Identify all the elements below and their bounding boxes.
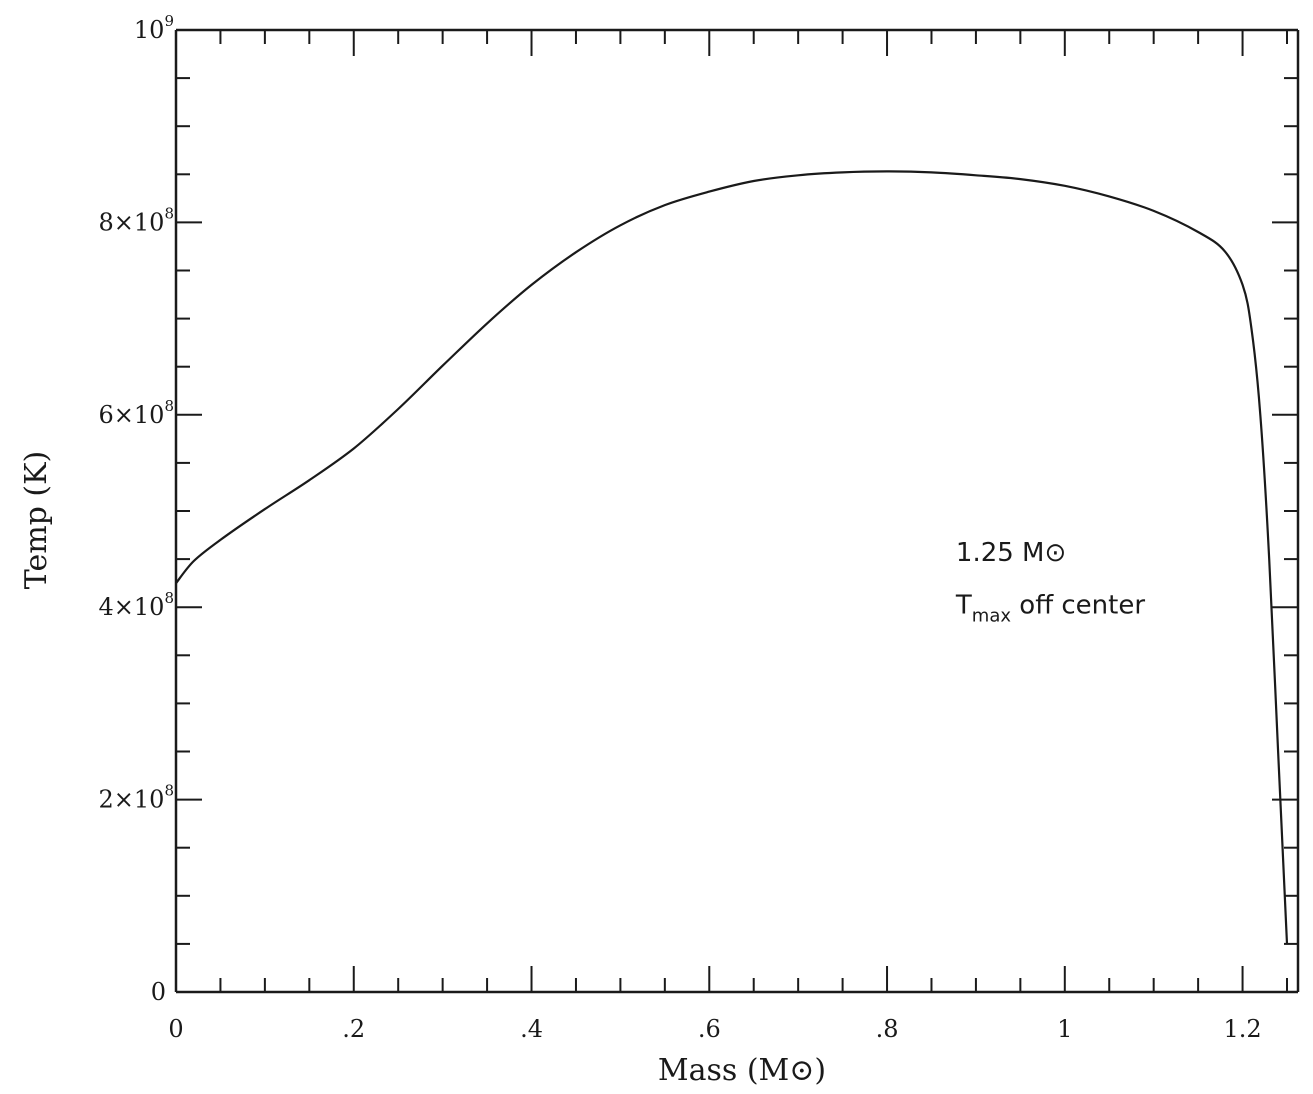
y-tick-exponent: 8	[164, 589, 174, 607]
y-tick-exponent: 8	[164, 397, 174, 415]
x-axis-ticks: 0 .2 .4 .6 .8 1 1.2	[168, 30, 1288, 1043]
x-tick-label: .4	[520, 1015, 543, 1043]
y-tick-label: 4×108	[99, 589, 174, 621]
y-tick-label: 6×108	[99, 397, 174, 429]
y-tick-exponent: 8	[164, 782, 174, 800]
x-tick-label: .8	[876, 1015, 899, 1043]
y-axis-title: Temp (K)	[19, 451, 54, 589]
annotation-subscript: max	[972, 606, 1012, 627]
y-tick-label: 0	[151, 978, 166, 1006]
x-tick-label: .6	[698, 1015, 721, 1043]
x-tick-label: 0	[168, 1015, 183, 1043]
x-tick-label: 1	[1057, 1015, 1072, 1043]
y-tick-label: 2×108	[99, 782, 174, 814]
annotations: 1.25 M⊙ Tmax off center	[955, 538, 1145, 627]
temperature-profile-line	[175, 170, 1289, 944]
y-tick-label: 8×108	[99, 204, 174, 236]
annotation-text: Tmax off center	[955, 591, 1145, 627]
annotation-suffix: off center	[1011, 591, 1145, 621]
y-tick-exponent: 9	[164, 12, 174, 30]
annotation-text: 1.25 M⊙	[956, 538, 1066, 568]
series	[175, 170, 1289, 944]
x-tick-label: .2	[342, 1015, 365, 1043]
x-axis-title: Mass (M⊙)	[658, 1053, 826, 1088]
x-tick-label: 1.2	[1223, 1015, 1261, 1043]
y-tick-exponent: 8	[164, 204, 174, 222]
